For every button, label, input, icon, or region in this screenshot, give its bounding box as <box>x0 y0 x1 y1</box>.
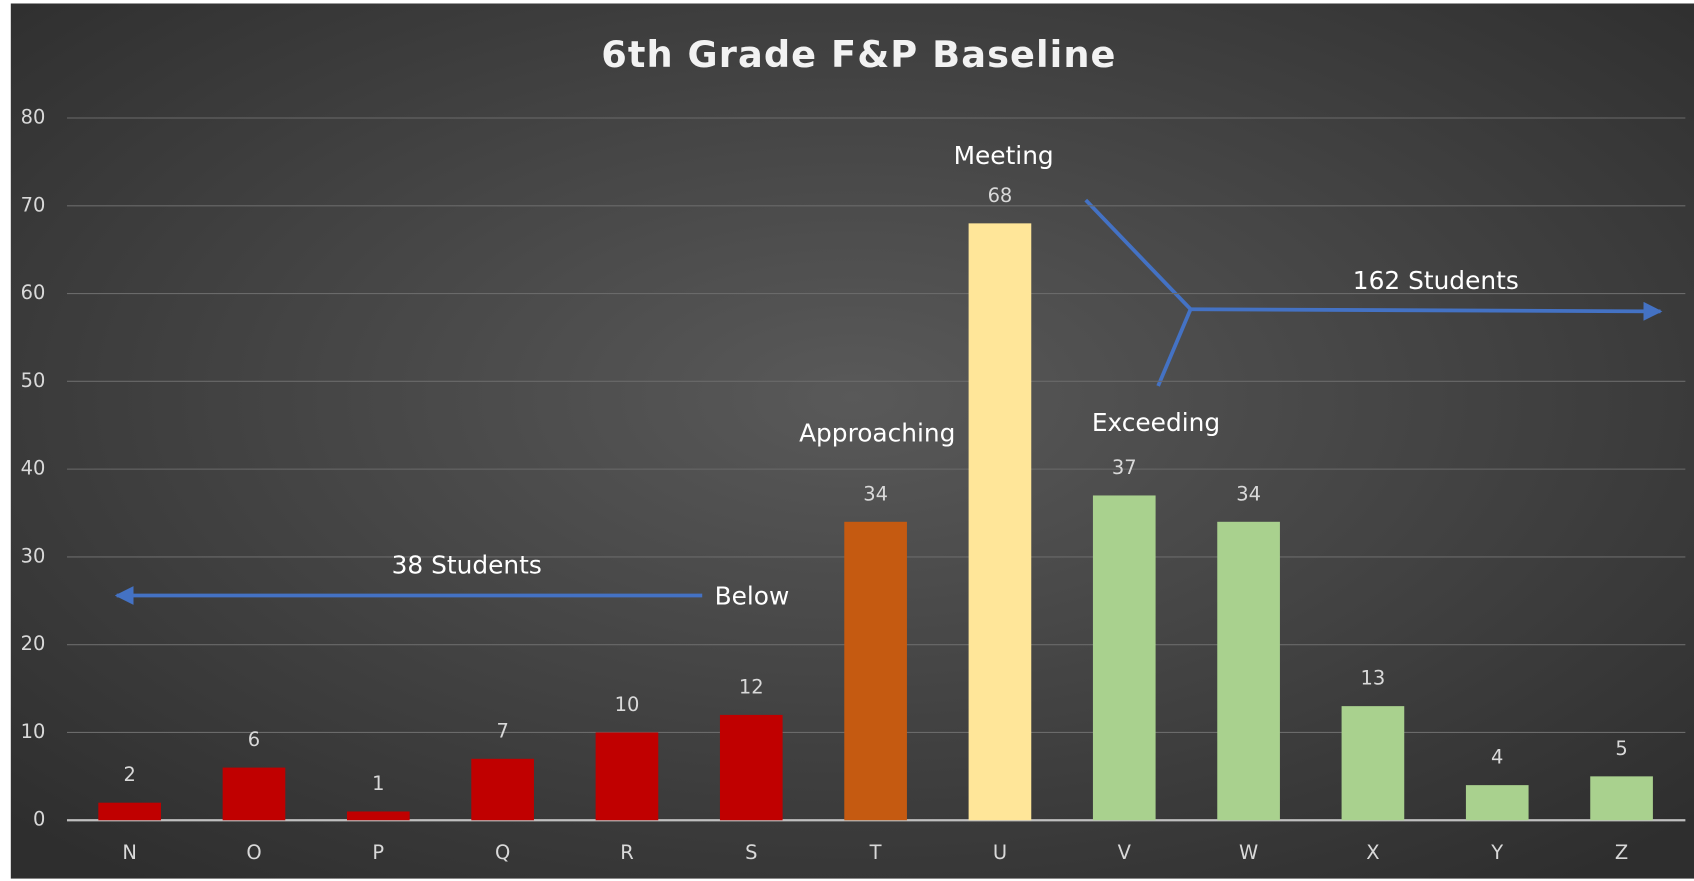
x-tick-label: O <box>246 841 261 864</box>
bar <box>844 521 907 821</box>
annotation: Exceeding <box>1092 408 1220 437</box>
data-label: 7 <box>496 719 508 742</box>
data-label: 2 <box>123 763 135 786</box>
chart-title: 6th Grade F&P Baseline <box>601 33 1116 76</box>
x-tick-label: P <box>372 841 384 864</box>
data-label: 34 <box>863 482 888 505</box>
y-tick-label: 70 <box>21 193 46 216</box>
data-label: 4 <box>1491 746 1503 769</box>
bar <box>719 714 783 821</box>
arrow-above <box>1190 301 1663 321</box>
x-tick-label: Q <box>495 841 510 864</box>
y-tick-label: 30 <box>21 544 46 567</box>
bar <box>346 811 410 821</box>
arrow-branch <box>1084 198 1192 311</box>
y-tick-label: 60 <box>21 281 46 304</box>
bar <box>1465 785 1529 821</box>
bar <box>968 223 1032 821</box>
bar <box>222 767 286 821</box>
x-tick-label: X <box>1366 841 1379 864</box>
annotation: Below <box>715 582 790 611</box>
arrow-branch <box>1156 308 1193 387</box>
bar <box>1590 776 1653 821</box>
y-tick-label: 50 <box>21 369 46 392</box>
arrows <box>114 198 1663 605</box>
annotation: Approaching <box>799 419 955 448</box>
x-tick-label: V <box>1118 841 1132 864</box>
data-label: 6 <box>248 728 260 751</box>
x-tick-label: U <box>993 841 1007 864</box>
y-tick-label: 10 <box>21 720 46 743</box>
y-tick-label: 20 <box>21 632 46 655</box>
x-tick-label: Y <box>1490 841 1503 864</box>
y-tick-label: 80 <box>21 106 46 129</box>
annotation: Meeting <box>954 141 1054 170</box>
annotation: 38 Students <box>392 550 542 579</box>
bar <box>98 802 161 821</box>
data-label: 37 <box>1112 456 1137 479</box>
data-label: 13 <box>1361 667 1386 690</box>
data-label: 5 <box>1615 737 1627 760</box>
x-tick-label: N <box>122 841 137 864</box>
x-tick-label: R <box>620 841 634 864</box>
x-tick-label: T <box>869 841 882 864</box>
x-tick-label: Z <box>1615 841 1628 864</box>
data-label: 1 <box>372 772 384 795</box>
annotation: 162 Students <box>1353 266 1519 295</box>
data-label: 12 <box>739 675 764 698</box>
data-label: 34 <box>1236 482 1261 505</box>
bar <box>471 758 534 821</box>
data-label: 10 <box>615 693 640 716</box>
x-tick-label: W <box>1239 841 1258 864</box>
bar <box>1092 495 1156 821</box>
y-tick-label: 0 <box>33 808 45 831</box>
bar <box>1341 706 1405 821</box>
bar <box>1217 521 1280 821</box>
data-label: 68 <box>988 184 1013 207</box>
bar <box>595 732 659 821</box>
x-tick-label: S <box>745 841 757 864</box>
y-tick-label: 40 <box>21 457 46 480</box>
